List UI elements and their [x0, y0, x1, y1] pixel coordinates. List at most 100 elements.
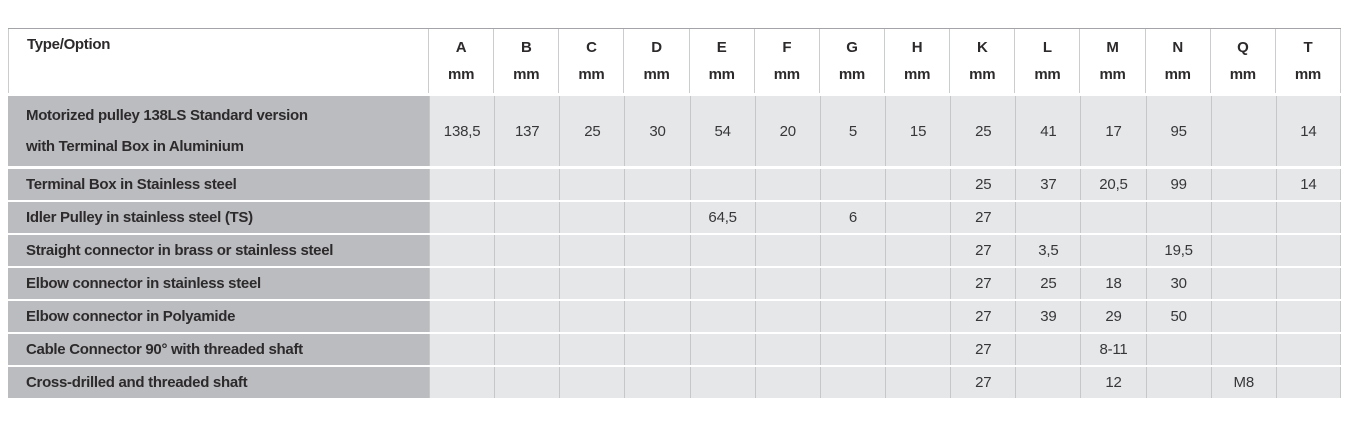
value-cell-d — [624, 301, 690, 332]
value-cell-k: 27 — [950, 301, 1016, 332]
value-cell-t: 14 — [1275, 96, 1341, 166]
value-cell-h — [885, 169, 951, 200]
column-letter: G — [846, 39, 858, 56]
column-unit: mm — [1164, 66, 1191, 83]
value-cell-a: 138,5 — [429, 96, 495, 166]
column-letter: F — [782, 39, 792, 56]
column-letter: H — [911, 39, 923, 56]
table-row: Idler Pulley in stainless steel (TS) 64,5… — [8, 202, 1341, 233]
column-letter: N — [1172, 39, 1183, 56]
value-cell-a — [429, 334, 495, 365]
value-cell-a — [429, 268, 495, 299]
value-cell-h — [885, 235, 951, 266]
value-cell-a — [429, 301, 495, 332]
column-unit: mm — [1034, 66, 1061, 83]
value-cell-g — [819, 169, 885, 200]
column-letter: M — [1106, 39, 1119, 56]
value-cell-k: 27 — [950, 367, 1016, 398]
value-cell-e: 64,5 — [689, 202, 755, 233]
column-unit: mm — [1294, 66, 1321, 83]
value-cell-l: 41 — [1015, 96, 1081, 166]
column-header-type-option: Type/Option — [8, 29, 429, 93]
row-label-line: Idler Pulley in stainless steel (TS) — [26, 209, 253, 226]
value-cell-n: 95 — [1145, 96, 1211, 166]
value-cell-c — [559, 169, 625, 200]
value-cell-b — [494, 268, 560, 299]
row-label: Elbow connector in stainless steel — [8, 268, 429, 299]
value-cell-q — [1210, 235, 1276, 266]
value-cell-d — [624, 367, 690, 398]
value-cell-q: M8 — [1210, 367, 1276, 398]
row-label: Cable Connector 90° with threaded shaft — [8, 334, 429, 365]
value-cell-f — [754, 367, 820, 398]
value-cell-d — [624, 169, 690, 200]
row-label: Terminal Box in Stainless steel — [8, 169, 429, 200]
value-cell-h — [885, 367, 951, 398]
column-unit: mm — [904, 66, 931, 83]
value-cell-b — [494, 334, 560, 365]
value-cell-t — [1275, 235, 1341, 266]
row-label-line: Cross-drilled and threaded shaft — [26, 374, 248, 391]
value-cell-e: 54 — [689, 96, 755, 166]
value-cell-n: 19,5 — [1145, 235, 1211, 266]
column-unit: mm — [773, 66, 800, 83]
row-label-line: with Terminal Box in Aluminium — [26, 138, 244, 155]
value-cell-q — [1210, 169, 1276, 200]
value-cell-k: 25 — [950, 169, 1016, 200]
value-cell-n: 50 — [1145, 301, 1211, 332]
value-cell-q — [1210, 301, 1276, 332]
row-label-line: Motorized pulley 138LS Standard version — [26, 107, 308, 124]
value-cell-t: 14 — [1275, 169, 1341, 200]
value-cell-f — [754, 334, 820, 365]
table-row: Elbow connector in Polyamide 27 39 29 50 — [8, 301, 1341, 332]
table-row: Straight connector in brass or stainless… — [8, 235, 1341, 266]
value-cell-g — [819, 301, 885, 332]
column-letter: L — [1042, 39, 1052, 56]
value-cell-c — [559, 268, 625, 299]
table-row: Cable Connector 90° with threaded shaft 2… — [8, 334, 1341, 365]
value-cell-f — [754, 169, 820, 200]
row-label-line: Elbow connector in stainless steel — [26, 275, 261, 292]
value-cell-k: 27 — [950, 202, 1016, 233]
value-cell-t — [1275, 301, 1341, 332]
value-cell-e — [689, 268, 755, 299]
row-label: Straight connector in brass or stainless… — [8, 235, 429, 266]
value-cell-a — [429, 202, 495, 233]
value-cell-f — [754, 235, 820, 266]
value-cell-c — [559, 301, 625, 332]
value-cell-d: 30 — [624, 96, 690, 166]
value-cell-k: 27 — [950, 268, 1016, 299]
value-cell-l — [1015, 202, 1081, 233]
value-cell-a — [429, 235, 495, 266]
value-cell-g: 5 — [819, 96, 885, 166]
row-label: Elbow connector in Polyamide — [8, 301, 429, 332]
value-cell-k: 27 — [950, 334, 1016, 365]
column-letter: B — [520, 39, 532, 56]
column-unit: mm — [838, 66, 865, 83]
column-letter: C — [586, 39, 597, 56]
value-cell-e — [689, 169, 755, 200]
value-cell-m — [1080, 202, 1146, 233]
row-label-line: Terminal Box in Stainless steel — [26, 176, 237, 193]
value-cell-c — [559, 202, 625, 233]
value-cell-q — [1210, 96, 1276, 166]
value-cell-g — [819, 268, 885, 299]
value-cell-l: 37 — [1015, 169, 1081, 200]
value-cell-m — [1080, 235, 1146, 266]
column-unit: mm — [578, 66, 605, 83]
value-cell-g — [819, 235, 885, 266]
row-label: Cross-drilled and threaded shaft — [8, 367, 429, 398]
value-cell-c: 25 — [559, 96, 625, 166]
value-cell-t — [1275, 202, 1341, 233]
value-cell-t — [1275, 268, 1341, 299]
value-cell-d — [624, 334, 690, 365]
value-cell-b — [494, 235, 560, 266]
